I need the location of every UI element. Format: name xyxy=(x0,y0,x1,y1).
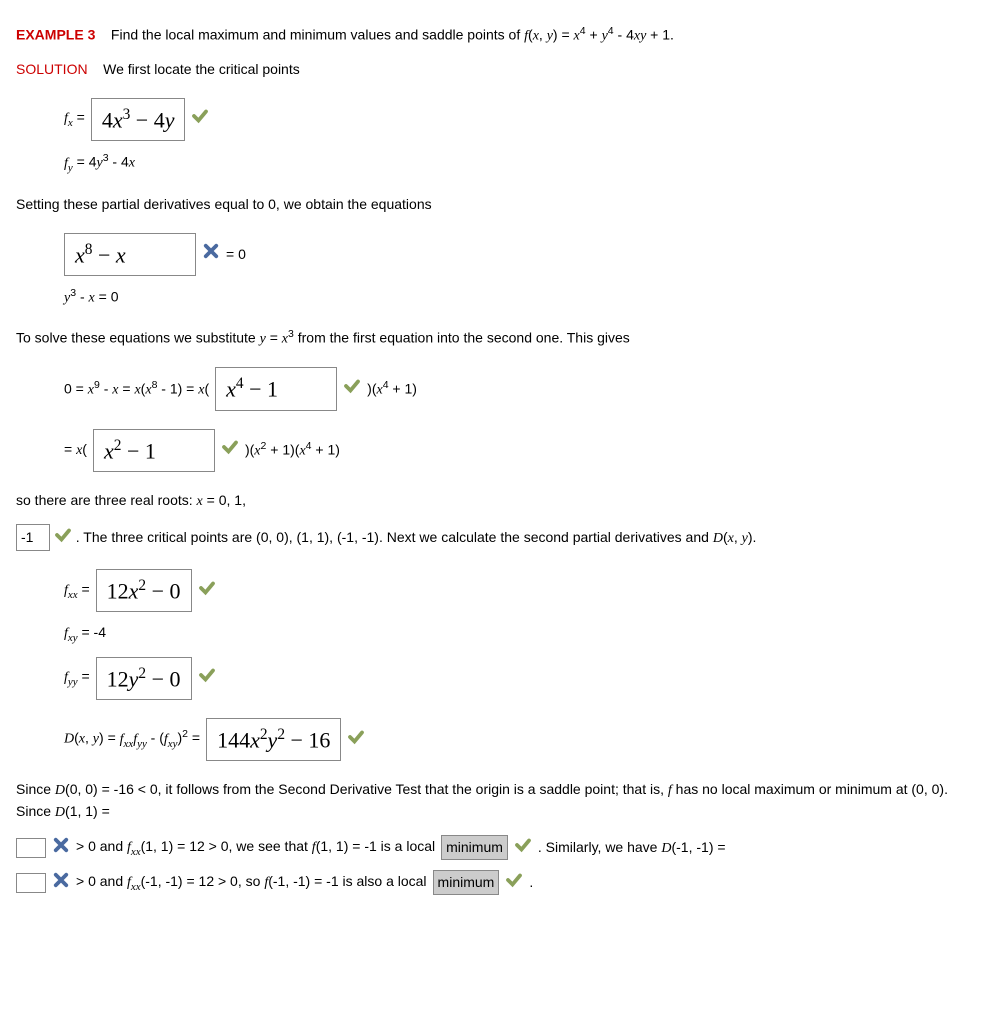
check-icon xyxy=(514,836,532,860)
setzero-text: Setting these partial derivatives equal … xyxy=(16,194,967,215)
fyy-lhs: fyy = xyxy=(64,666,90,690)
eq2-text: y3 - x = 0 xyxy=(64,286,118,309)
solve-line2-post: )(x2 + 1)(x4 + 1) xyxy=(245,439,340,462)
prompt-func: f xyxy=(524,29,528,44)
roots-pre: so there are three real roots: x = 0, 1, xyxy=(16,490,967,512)
fxx-lhs: fxx = xyxy=(64,579,90,603)
fx-input[interactable]: 4x3 − 4y xyxy=(91,98,186,141)
check-icon xyxy=(191,107,209,131)
solve-intro: To solve these equations we substitute y… xyxy=(16,327,967,350)
second-derivs-block: fxx = 12x2 − 0 fxy = -4 fyy = 12y2 − 0 D… xyxy=(64,569,967,761)
conclusion-line-2: > 0 and fxx(-1, -1) = 12 > 0, so f(-1, -… xyxy=(16,870,967,895)
cross-icon xyxy=(202,242,220,266)
l2-mid: > 0 and fxx(-1, -1) = 12 > 0, so f(-1, -… xyxy=(76,871,427,895)
solve-line2-pre: = x( xyxy=(64,439,87,461)
roots-post: . The three critical points are (0, 0), … xyxy=(76,529,757,545)
partials-block: fx = 4x3 − 4y fy = 4y3 - 4x xyxy=(64,98,967,176)
solution-line: SOLUTION We first locate the critical po… xyxy=(16,59,967,80)
check-icon xyxy=(54,526,72,550)
prompt-text: Find the local maximum and minimum value… xyxy=(111,27,524,43)
solution-label: SOLUTION xyxy=(16,61,88,77)
check-icon xyxy=(505,871,523,895)
minmax-select-1[interactable]: minimum xyxy=(441,835,508,860)
check-icon xyxy=(198,579,216,603)
dm1m1-input[interactable] xyxy=(16,873,46,893)
solve-block: 0 = x9 - x = x(x8 - 1) = x( x4 − 1 )(x4 … xyxy=(64,367,967,472)
fxy-text: fxy = -4 xyxy=(64,622,106,646)
example-label: EXAMPLE 3 xyxy=(16,27,95,43)
D-lhs: D(x, y) = fxxfyy - (fxy)2 = xyxy=(64,727,200,752)
example-header: EXAMPLE 3 Find the local maximum and min… xyxy=(16,24,967,47)
solve-input-1[interactable]: x4 − 1 xyxy=(215,367,337,410)
l1-end: . Similarly, we have D(-1, -1) = xyxy=(538,837,726,859)
root-input[interactable]: -1 xyxy=(16,524,50,551)
solve-line1-post: )(x4 + 1) xyxy=(367,378,417,401)
solve-line1-pre: 0 = x9 - x = x(x8 - 1) = x( xyxy=(64,378,209,401)
eq1-input[interactable]: x8 − x xyxy=(64,233,196,276)
fxx-input[interactable]: 12x2 − 0 xyxy=(96,569,192,612)
check-icon xyxy=(347,728,365,752)
d11-input[interactable] xyxy=(16,838,46,858)
check-icon xyxy=(221,438,239,462)
cross-icon xyxy=(52,836,70,860)
l2-end: . xyxy=(529,872,533,893)
check-icon xyxy=(343,377,361,401)
conclusion-line-1: > 0 and fxx(1, 1) = 12 > 0, we see that … xyxy=(16,835,967,860)
eq1-tail: = 0 xyxy=(226,244,246,265)
roots-line: -1 . The three critical points are (0, 0… xyxy=(16,524,967,551)
l1-mid: > 0 and fxx(1, 1) = 12 > 0, we see that … xyxy=(76,836,435,860)
setzero-block: x8 − x = 0 y3 - x = 0 xyxy=(64,233,967,309)
solve-input-2[interactable]: x2 − 1 xyxy=(93,429,215,472)
solution-intro: We first locate the critical points xyxy=(103,61,300,77)
fy-text: fy = 4y3 - 4x xyxy=(64,151,135,176)
minmax-select-2[interactable]: minimum xyxy=(433,870,500,895)
fx-lhs: fx = xyxy=(64,107,85,131)
fyy-input[interactable]: 12y2 − 0 xyxy=(96,657,192,700)
conclusion-p1: Since D(0, 0) = -16 < 0, it follows from… xyxy=(16,779,967,823)
check-icon xyxy=(198,666,216,690)
cross-icon xyxy=(52,871,70,895)
D-input[interactable]: 144x2y2 − 16 xyxy=(206,718,341,761)
